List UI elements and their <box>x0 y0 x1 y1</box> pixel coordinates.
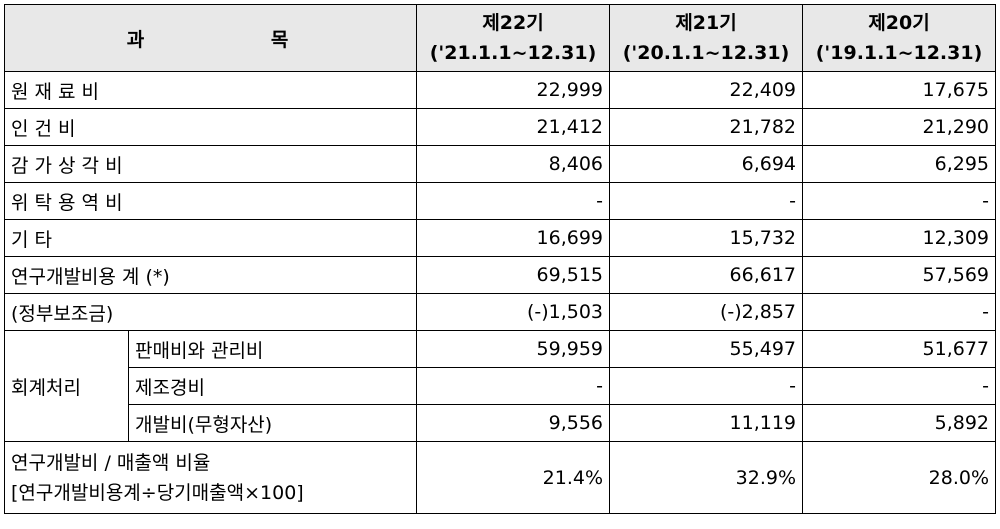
value-cell: - <box>609 182 804 220</box>
table-row-raw-materials: 원 재 료 비 22,999 22,409 17,675 <box>3 71 997 109</box>
table-row-government-grant: (정부보조금) (-)1,503 (-)2,857 - <box>3 293 997 331</box>
value-cell: 57,569 <box>802 256 997 294</box>
header-row: 과 목 제22기 ('21.1.1~12.31) 제21기 ('20.1.1~1… <box>3 4 997 72</box>
row-label: 연구개발비용 계 (*) <box>3 256 418 294</box>
period-header-20: 제20기 ('19.1.1~12.31) <box>802 4 997 72</box>
period-name: 제22기 <box>482 12 544 34</box>
table-row-other: 기 타 16,699 15,732 12,309 <box>3 219 997 257</box>
value-cell: 22,409 <box>609 71 804 109</box>
row-label: (정부보조금) <box>3 293 418 331</box>
period-name: 제21기 <box>675 12 737 34</box>
period-range: ('19.1.1~12.31) <box>815 42 983 64</box>
row-label: 위 탁 용 역 비 <box>3 182 418 220</box>
value-cell: 8,406 <box>416 145 611 183</box>
value-cell: 16,699 <box>416 219 611 257</box>
value-cell: 6,295 <box>802 145 997 183</box>
value-cell: 21.4% <box>416 441 611 514</box>
rnd-expense-table: 과 목 제22기 ('21.1.1~12.31) 제21기 ('20.1.1~1… <box>3 4 997 514</box>
value-cell: - <box>802 182 997 220</box>
table-row-depreciation: 감 가 상 각 비 8,406 6,694 6,295 <box>3 145 997 183</box>
subject-header: 과 목 <box>3 4 418 72</box>
value-cell: - <box>609 367 804 405</box>
value-cell: 21,782 <box>609 108 804 146</box>
row-label: 개발비(무형자산) <box>127 404 418 442</box>
row-label: 인 건 비 <box>3 108 418 146</box>
value-cell: 32.9% <box>609 441 804 514</box>
value-cell: 66,617 <box>609 256 804 294</box>
ratio-label-line1: 연구개발비 / 매출액 비율 <box>11 451 211 474</box>
value-cell: 15,732 <box>609 219 804 257</box>
period-header-22: 제22기 ('21.1.1~12.31) <box>416 4 611 72</box>
table-row-sga: 회계처리 판매비와 관리비 59,959 55,497 51,677 <box>4 330 997 442</box>
value-cell: 12,309 <box>802 219 997 257</box>
value-cell: 51,677 <box>802 330 997 368</box>
value-cell: 6,694 <box>609 145 804 183</box>
value-cell: 21,412 <box>416 108 611 146</box>
row-label: 원 재 료 비 <box>3 71 418 109</box>
value-cell: 11,119 <box>609 404 804 442</box>
value-cell: (-)1,503 <box>416 293 611 331</box>
value-cell: 17,675 <box>802 71 997 109</box>
table-row-labor: 인 건 비 21,412 21,782 21,290 <box>3 108 997 146</box>
value-cell: 69,515 <box>416 256 611 294</box>
row-label: 제조경비 <box>127 367 418 405</box>
value-cell: 21,290 <box>802 108 997 146</box>
value-cell: (-)2,857 <box>609 293 804 331</box>
table-row-rnd-total: 연구개발비용 계 (*) 69,515 66,617 57,569 <box>3 256 997 294</box>
value-cell: 55,497 <box>609 330 804 368</box>
ratio-label: 연구개발비 / 매출액 비율 [연구개발비용계÷당기매출액×100] <box>3 441 418 514</box>
table-row-manufacturing-cost: 제조경비 - - - <box>5 367 997 405</box>
value-cell: - <box>802 367 997 405</box>
period-range: ('21.1.1~12.31) <box>429 42 597 64</box>
row-label: 판매비와 관리비 <box>127 330 418 368</box>
value-cell: 59,959 <box>416 330 611 368</box>
value-cell: - <box>802 293 997 331</box>
period-range: ('20.1.1~12.31) <box>622 42 790 64</box>
period-header-21: 제21기 ('20.1.1~12.31) <box>609 4 804 72</box>
period-name: 제20기 <box>868 12 930 34</box>
value-cell: 28.0% <box>802 441 997 514</box>
table-row-rnd-ratio: 연구개발비 / 매출액 비율 [연구개발비용계÷당기매출액×100] 21.4%… <box>3 441 997 514</box>
ratio-label-line2: [연구개발비용계÷당기매출액×100] <box>11 481 304 504</box>
table-row-outsourcing: 위 탁 용 역 비 - - - <box>3 182 997 220</box>
value-cell: - <box>416 182 611 220</box>
value-cell: - <box>416 367 611 405</box>
row-label: 기 타 <box>3 219 418 257</box>
table-row-development-cost: 개발비(무형자산) 9,556 11,119 5,892 <box>5 404 997 442</box>
accounting-group-label: 회계처리 <box>4 330 129 442</box>
value-cell: 5,892 <box>802 404 997 442</box>
value-cell: 22,999 <box>416 71 611 109</box>
value-cell: 9,556 <box>416 404 611 442</box>
row-label: 감 가 상 각 비 <box>3 145 418 183</box>
